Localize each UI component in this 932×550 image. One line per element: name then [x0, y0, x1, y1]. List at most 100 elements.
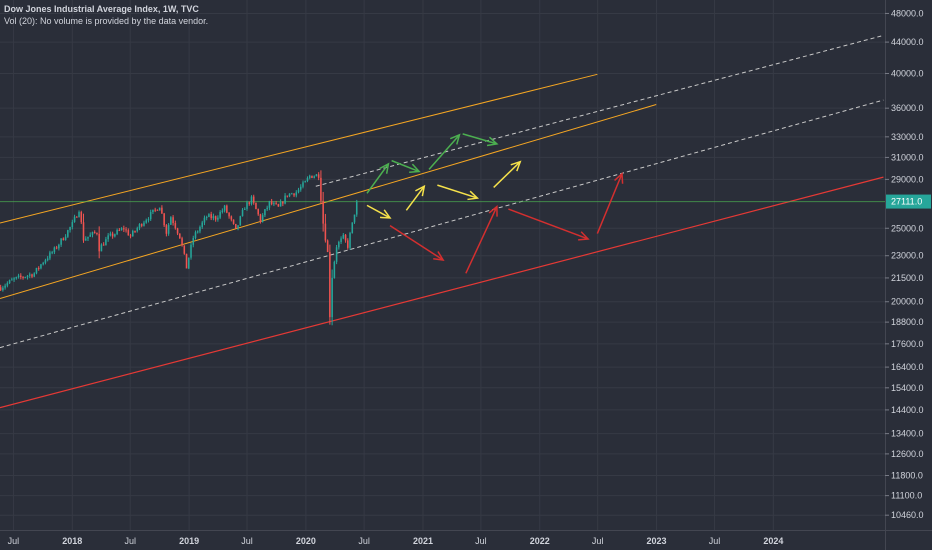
red-arrow[interactable] [596, 172, 624, 234]
candle-body[interactable] [302, 182, 304, 187]
candle-body[interactable] [35, 267, 38, 274]
green-arrow-head[interactable] [409, 163, 421, 174]
candle-body[interactable] [138, 224, 141, 229]
yellow-arrow[interactable] [405, 184, 426, 211]
green-arrow[interactable] [428, 133, 461, 170]
candle-body[interactable] [136, 228, 139, 232]
candle-body[interactable] [295, 192, 298, 196]
candle-body[interactable] [331, 277, 333, 318]
candle-body[interactable] [282, 201, 284, 204]
candle-body[interactable] [17, 275, 20, 277]
candle-body[interactable] [127, 230, 130, 236]
candle-body[interactable] [266, 207, 268, 210]
candle-body[interactable] [2, 287, 4, 291]
candle-body[interactable] [210, 214, 212, 219]
candle-body[interactable] [105, 239, 107, 246]
candle-body[interactable] [273, 203, 275, 205]
candle-body[interactable] [183, 245, 186, 254]
candle-body[interactable] [322, 200, 324, 224]
yellow-arrow-head[interactable] [510, 160, 522, 172]
red-arrow-shaft[interactable] [465, 206, 498, 274]
red-arrow[interactable] [508, 208, 590, 241]
candle-body[interactable] [129, 235, 132, 237]
candle-body[interactable] [125, 229, 127, 231]
candle-body[interactable] [199, 226, 201, 232]
candle-body[interactable] [324, 223, 327, 241]
candle-body[interactable] [190, 244, 192, 258]
candle-body[interactable] [235, 223, 237, 229]
candle-body[interactable] [340, 238, 342, 243]
candle-body[interactable] [33, 273, 36, 277]
candle-body[interactable] [44, 260, 47, 263]
candle-body[interactable] [326, 240, 329, 253]
candle-body[interactable] [78, 212, 80, 217]
candle-body[interactable] [223, 205, 226, 211]
dashed-channel-lower[interactable] [0, 99, 884, 349]
candle-body[interactable] [252, 196, 255, 203]
candle-body[interactable] [37, 267, 40, 269]
red-arrow-shaft[interactable] [596, 173, 623, 234]
candle-body[interactable] [51, 252, 53, 254]
candle-body[interactable] [355, 201, 358, 215]
green-arrow-shaft[interactable] [366, 163, 390, 194]
candle-body[interactable] [217, 217, 219, 220]
candle-body[interactable] [145, 220, 148, 223]
candle-body[interactable] [167, 224, 170, 234]
candle-body[interactable] [248, 202, 251, 204]
green-arrow-head[interactable] [379, 162, 390, 174]
candle-body[interactable] [0, 287, 2, 291]
yellow-arrow[interactable] [366, 204, 392, 219]
candle-body[interactable] [268, 201, 271, 208]
yellow-arrow-shaft[interactable] [493, 161, 521, 188]
candle-body[interactable] [255, 202, 257, 210]
candle-body[interactable] [185, 253, 188, 269]
candle-body[interactable] [134, 230, 136, 232]
candle-body[interactable] [71, 222, 74, 228]
candle-body[interactable] [40, 264, 42, 269]
candle-body[interactable] [304, 181, 307, 183]
candle-body[interactable] [315, 174, 318, 177]
green-arrow-head[interactable] [449, 133, 461, 145]
green-arrow-shaft[interactable] [391, 159, 420, 173]
candle-body[interactable] [69, 227, 71, 231]
candle-body[interactable] [140, 224, 143, 226]
candle-body[interactable] [313, 176, 315, 178]
green-arrow[interactable] [391, 159, 421, 174]
candle-body[interactable] [49, 252, 51, 259]
green-arrow[interactable] [366, 162, 390, 194]
candle-body[interactable] [239, 216, 242, 226]
candle-body[interactable] [308, 175, 311, 179]
candle-body[interactable] [120, 228, 123, 231]
candle-body[interactable] [172, 217, 174, 224]
candle-body[interactable] [342, 234, 345, 239]
candle-body[interactable] [297, 189, 300, 193]
red-arrow[interactable] [465, 205, 498, 274]
candle-body[interactable] [349, 233, 351, 248]
yellow-arrow-shaft[interactable] [405, 185, 425, 211]
candle-body[interactable] [194, 232, 197, 238]
candle-body[interactable] [64, 236, 67, 241]
candle-body[interactable] [24, 277, 27, 279]
candle-body[interactable] [4, 285, 6, 288]
candle-body[interactable] [15, 276, 18, 279]
candle-body[interactable] [42, 262, 44, 265]
candle-body[interactable] [6, 283, 9, 286]
yellow-arrow-head[interactable] [467, 190, 480, 201]
yellow-arrow-shaft[interactable] [437, 184, 478, 199]
candle-body[interactable] [246, 202, 248, 209]
candle-body[interactable] [275, 203, 277, 205]
candle-body[interactable] [8, 280, 11, 284]
candle-body[interactable] [118, 229, 121, 231]
candle-body[interactable] [98, 233, 100, 252]
candle-body[interactable] [82, 222, 85, 241]
candle-body[interactable] [232, 219, 235, 224]
candle-body[interactable] [76, 216, 78, 218]
candle-body[interactable] [22, 276, 24, 278]
green-arrow-head[interactable] [486, 136, 499, 147]
candle-body[interactable] [161, 207, 163, 214]
candle-body[interactable] [102, 244, 105, 246]
candle-body[interactable] [329, 252, 331, 318]
candle-body[interactable] [333, 261, 336, 278]
candle-body[interactable] [205, 216, 208, 218]
